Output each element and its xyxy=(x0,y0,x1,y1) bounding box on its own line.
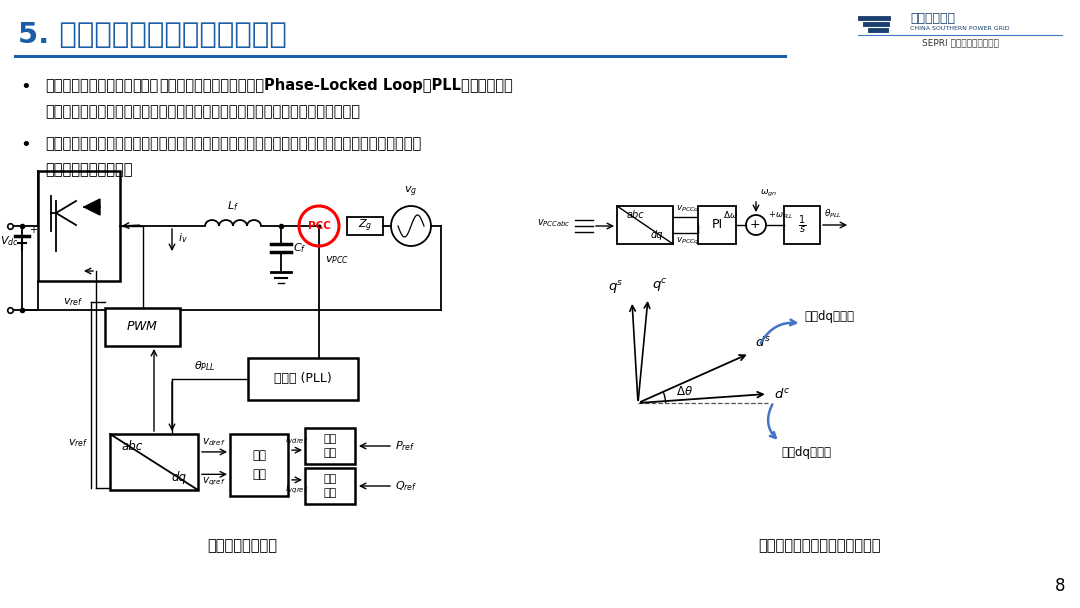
Text: 有功
控制: 有功 控制 xyxy=(323,434,337,458)
Text: +: + xyxy=(750,218,760,230)
FancyBboxPatch shape xyxy=(38,171,120,281)
Text: •: • xyxy=(21,136,30,154)
Text: 锁相环 (PLL): 锁相环 (PLL) xyxy=(274,373,332,385)
Text: 常为数毫秒至数十毫秒: 常为数毫秒至数十毫秒 xyxy=(45,162,133,177)
Text: $v_{PCCd}$: $v_{PCCd}$ xyxy=(676,203,700,213)
Text: $i_{vdref}$: $i_{vdref}$ xyxy=(285,432,308,446)
Text: 中国南方电网: 中国南方电网 xyxy=(910,12,955,24)
Text: 锁相环（Phase-Locked Loop，PLL）: 锁相环（Phase-Locked Loop，PLL） xyxy=(229,78,470,93)
Polygon shape xyxy=(84,199,100,215)
Text: 无功
控制: 无功 控制 xyxy=(323,474,337,498)
FancyBboxPatch shape xyxy=(698,206,735,244)
FancyBboxPatch shape xyxy=(305,468,355,504)
Text: 系统dq坐标系: 系统dq坐标系 xyxy=(805,310,854,323)
Text: $q^c$: $q^c$ xyxy=(652,277,667,294)
Text: SEPRI 南方电网科学研究院: SEPRI 南方电网科学研究院 xyxy=(921,38,998,47)
FancyBboxPatch shape xyxy=(230,434,288,496)
FancyBboxPatch shape xyxy=(305,428,355,464)
Text: 当前储能变流器主要以: 当前储能变流器主要以 xyxy=(45,78,133,93)
Text: dq: dq xyxy=(650,230,663,240)
Text: PI: PI xyxy=(712,218,723,232)
FancyBboxPatch shape xyxy=(105,308,180,346)
Text: $PWM$: $PWM$ xyxy=(126,320,159,334)
Text: 控制dq坐标系: 控制dq坐标系 xyxy=(782,446,832,459)
FancyBboxPatch shape xyxy=(347,217,383,235)
Text: 典型跟网控制方式: 典型跟网控制方式 xyxy=(207,539,276,553)
Text: $\omega_{gn}$: $\omega_{gn}$ xyxy=(760,188,778,199)
Text: $v_{PCCq}$: $v_{PCCq}$ xyxy=(676,237,700,247)
Text: 锁相环锁定的是并网点的电压矢量，为了保持与系统时刻同步，锁相环需要持续地计算与控制，通: 锁相环锁定的是并网点的电压矢量，为了保持与系统时刻同步，锁相环需要持续地计算与控… xyxy=(45,136,421,151)
Text: $V_{dc}$: $V_{dc}$ xyxy=(0,234,18,248)
Text: 电流
控制: 电流 控制 xyxy=(252,449,266,481)
Text: $+\omega_{PLL}$: $+\omega_{PLL}$ xyxy=(768,210,794,221)
Text: $i_v$: $i_v$ xyxy=(178,231,188,245)
Text: CHINA SOUTHERN POWER GRID: CHINA SOUTHERN POWER GRID xyxy=(910,26,1010,30)
Text: $Q_{ref}$: $Q_{ref}$ xyxy=(395,479,418,493)
Text: $v_{ref}$: $v_{ref}$ xyxy=(63,296,83,308)
Text: $\theta_{PLL}$: $\theta_{PLL}$ xyxy=(194,359,216,373)
Text: $C_f$: $C_f$ xyxy=(293,241,307,255)
Text: $q^s$: $q^s$ xyxy=(608,279,624,296)
Text: $\frac{1}{s}$: $\frac{1}{s}$ xyxy=(798,213,806,237)
Text: 8: 8 xyxy=(1055,577,1065,595)
Text: $v_{dref}$: $v_{dref}$ xyxy=(202,436,226,448)
Text: •: • xyxy=(21,78,30,96)
Text: 5. 跟网型储能变流器的同步机制: 5. 跟网型储能变流器的同步机制 xyxy=(18,21,287,49)
Text: 电压矢量实现同步，采用电流矢量控制并网电流，从而实现有功、无功输出的调节: 电压矢量实现同步，采用电流矢量控制并网电流，从而实现有功、无功输出的调节 xyxy=(45,104,360,119)
Text: 变流器为主，通过: 变流器为主，通过 xyxy=(159,78,229,93)
Text: 锁相环控制架构及基本工作原理: 锁相环控制架构及基本工作原理 xyxy=(759,539,881,553)
Text: $Z_g$: $Z_g$ xyxy=(357,218,373,234)
Text: abc: abc xyxy=(122,440,144,453)
FancyBboxPatch shape xyxy=(248,358,357,400)
FancyBboxPatch shape xyxy=(784,206,820,244)
Text: $v_{qref}$: $v_{qref}$ xyxy=(202,475,226,488)
Text: $i_{vqref}$: $i_{vqref}$ xyxy=(285,482,308,496)
Text: $\theta_{PLL}$: $\theta_{PLL}$ xyxy=(824,207,842,220)
Text: $\Delta\omega$: $\Delta\omega$ xyxy=(723,209,738,220)
Text: dq: dq xyxy=(171,471,186,484)
Text: $v_g$: $v_g$ xyxy=(404,185,418,199)
Text: $v_{PCC}$: $v_{PCC}$ xyxy=(325,254,349,266)
Text: $P_{ref}$: $P_{ref}$ xyxy=(395,439,416,453)
Text: $v_{ref}$: $v_{ref}$ xyxy=(68,437,87,449)
Text: $v_{PCCabc}$: $v_{PCCabc}$ xyxy=(538,217,571,229)
Text: abc: abc xyxy=(627,210,645,220)
Text: $d^s$: $d^s$ xyxy=(755,336,771,350)
Text: +: + xyxy=(29,225,37,235)
Text: $d^c$: $d^c$ xyxy=(773,387,791,401)
Text: $L_f$: $L_f$ xyxy=(227,199,239,213)
Text: 跟随电网的: 跟随电网的 xyxy=(470,78,513,93)
FancyBboxPatch shape xyxy=(617,206,673,244)
Text: $\Delta\theta$: $\Delta\theta$ xyxy=(676,385,693,398)
Text: PCC: PCC xyxy=(308,221,330,231)
Text: 跟网型: 跟网型 xyxy=(133,78,159,93)
FancyBboxPatch shape xyxy=(110,434,198,490)
